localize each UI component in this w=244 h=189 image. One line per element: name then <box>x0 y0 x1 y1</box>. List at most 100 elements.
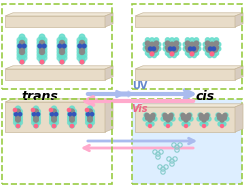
Circle shape <box>200 122 204 126</box>
Circle shape <box>172 53 176 58</box>
Circle shape <box>184 118 188 122</box>
Circle shape <box>150 51 154 55</box>
Circle shape <box>14 115 18 119</box>
Circle shape <box>17 47 22 51</box>
Circle shape <box>163 113 167 117</box>
Circle shape <box>185 46 190 50</box>
Circle shape <box>146 122 150 126</box>
Circle shape <box>42 44 46 48</box>
Circle shape <box>218 122 222 126</box>
Circle shape <box>86 118 90 122</box>
Circle shape <box>33 120 39 125</box>
Circle shape <box>34 109 38 114</box>
Circle shape <box>57 41 62 45</box>
Circle shape <box>165 46 170 50</box>
Circle shape <box>79 55 85 61</box>
Circle shape <box>170 51 174 55</box>
Circle shape <box>82 53 87 57</box>
Circle shape <box>79 40 85 46</box>
Circle shape <box>203 42 208 47</box>
Circle shape <box>181 113 185 117</box>
Circle shape <box>16 117 20 122</box>
Circle shape <box>72 120 76 125</box>
Circle shape <box>34 118 38 122</box>
Circle shape <box>143 42 148 47</box>
Circle shape <box>168 122 172 126</box>
Circle shape <box>77 47 82 51</box>
Circle shape <box>170 47 174 51</box>
Circle shape <box>168 116 173 120</box>
Circle shape <box>18 118 22 122</box>
Circle shape <box>70 115 74 119</box>
Circle shape <box>166 44 171 49</box>
Polygon shape <box>135 13 243 16</box>
Circle shape <box>37 44 42 48</box>
Circle shape <box>206 44 211 49</box>
Circle shape <box>60 46 64 51</box>
Circle shape <box>79 58 85 64</box>
Circle shape <box>70 106 74 111</box>
Circle shape <box>151 113 155 117</box>
Circle shape <box>40 50 44 54</box>
Polygon shape <box>105 66 113 80</box>
Circle shape <box>146 48 151 52</box>
Circle shape <box>54 109 58 114</box>
Circle shape <box>31 108 35 112</box>
Circle shape <box>14 113 18 116</box>
Circle shape <box>39 55 45 61</box>
Circle shape <box>51 115 57 119</box>
Circle shape <box>34 115 38 119</box>
Circle shape <box>38 44 41 48</box>
Circle shape <box>216 47 221 51</box>
Circle shape <box>20 50 24 54</box>
Circle shape <box>166 125 170 128</box>
Circle shape <box>17 56 22 60</box>
Circle shape <box>79 37 85 43</box>
Circle shape <box>190 50 194 54</box>
Circle shape <box>59 37 65 43</box>
Circle shape <box>16 106 20 111</box>
Circle shape <box>20 60 24 64</box>
Circle shape <box>214 51 219 55</box>
Circle shape <box>188 113 192 117</box>
Circle shape <box>17 44 22 48</box>
Circle shape <box>194 41 199 46</box>
Circle shape <box>145 51 150 55</box>
Circle shape <box>82 47 87 51</box>
Circle shape <box>16 109 20 114</box>
Text: trans: trans <box>21 91 58 104</box>
Circle shape <box>42 47 47 51</box>
Circle shape <box>156 47 161 51</box>
Circle shape <box>16 115 20 119</box>
Circle shape <box>19 46 25 52</box>
Circle shape <box>39 34 45 40</box>
Circle shape <box>19 55 25 61</box>
Circle shape <box>19 52 25 58</box>
Circle shape <box>51 117 57 122</box>
Circle shape <box>144 113 148 117</box>
Circle shape <box>19 58 25 64</box>
Circle shape <box>17 53 22 57</box>
Circle shape <box>54 118 58 122</box>
Circle shape <box>148 47 152 51</box>
Circle shape <box>153 48 157 52</box>
Circle shape <box>220 121 224 125</box>
Circle shape <box>152 113 156 117</box>
Circle shape <box>37 53 42 57</box>
Circle shape <box>50 113 53 116</box>
Circle shape <box>182 116 186 120</box>
Circle shape <box>36 112 41 116</box>
Circle shape <box>62 53 67 57</box>
Polygon shape <box>135 69 235 80</box>
Circle shape <box>72 115 76 119</box>
Circle shape <box>186 44 191 49</box>
Circle shape <box>68 118 72 122</box>
Circle shape <box>148 118 152 122</box>
Circle shape <box>62 44 67 48</box>
Circle shape <box>146 116 150 120</box>
Circle shape <box>42 56 47 60</box>
Circle shape <box>213 48 217 52</box>
Circle shape <box>154 51 159 55</box>
Circle shape <box>162 113 166 117</box>
Circle shape <box>39 40 45 46</box>
